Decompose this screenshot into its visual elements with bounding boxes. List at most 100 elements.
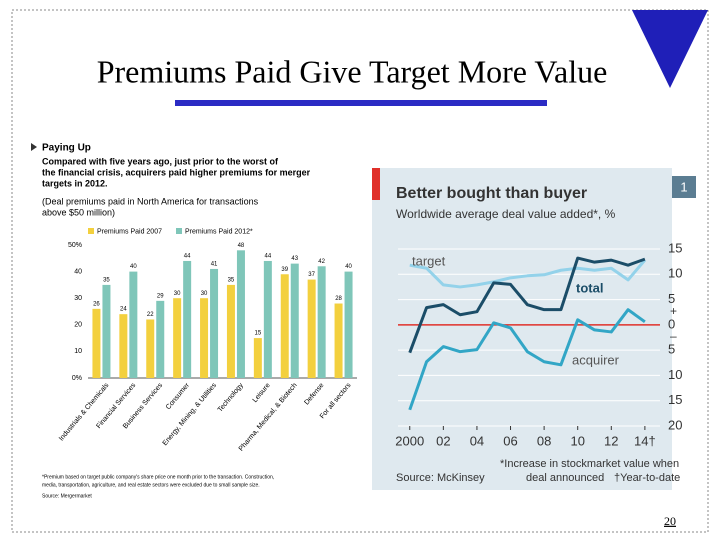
bar (102, 284, 111, 378)
bar (210, 268, 219, 378)
value-label: 15 (255, 331, 262, 337)
value-label: 42 (318, 259, 325, 265)
x-tick-label: Energy, Mining, & Utilities (162, 382, 219, 448)
page-number: 20 (664, 514, 676, 528)
bar (92, 308, 101, 378)
bar (226, 284, 235, 378)
bar (334, 303, 343, 378)
y-tick-label: 20 (668, 417, 682, 432)
series-label: target (412, 253, 446, 268)
line-series (409, 259, 647, 289)
x-tick-label: Technology (217, 382, 245, 414)
slide-border (11, 9, 709, 533)
bar (307, 279, 316, 378)
x-tick-label: 2000 (395, 433, 424, 448)
bar (156, 300, 165, 378)
chart-note: above $50 million) (42, 207, 115, 217)
footnote: †Year-to-date (614, 472, 680, 484)
chart-note: (Deal premiums paid in North America for… (42, 196, 259, 206)
value-label: 37 (308, 272, 315, 278)
y-tick-label: 30 (74, 295, 82, 302)
source: Source: McKinsey (396, 472, 485, 484)
y-tick-label: 40 (74, 268, 82, 275)
y-tick-label: 5 (668, 291, 675, 306)
chart-subtitle: targets in 2012. (42, 178, 108, 188)
y-tick-label: 15 (668, 240, 682, 255)
x-tick-label: 04 (470, 433, 484, 448)
value-label: 30 (201, 291, 208, 297)
y-tick-label: 10 (668, 266, 682, 281)
x-tick-label: Defense (303, 382, 325, 407)
value-label: 39 (281, 267, 288, 273)
y-tick-label: 0% (72, 375, 82, 382)
x-tick-label: 14† (634, 433, 656, 448)
y-tick-label: 10 (74, 348, 82, 355)
bar (280, 274, 289, 378)
line-series (408, 256, 646, 354)
value-label: 28 (335, 296, 342, 302)
value-label: 22 (147, 312, 154, 318)
x-tick-label: 12 (604, 433, 618, 448)
bar (344, 271, 353, 378)
y-tick-label: 15 (668, 392, 682, 407)
footnote: media, transportation, agriculture, and … (42, 482, 260, 488)
chart-subtitle: the financial crisis, acquirers paid hig… (42, 167, 311, 177)
slide-title: Premiums Paid Give Target More Value (97, 53, 608, 89)
bar (173, 298, 182, 378)
y-tick-label: 0 (668, 316, 675, 331)
value-label: 44 (265, 254, 272, 260)
bar (253, 338, 262, 378)
badge: 1 (680, 179, 687, 194)
footnote: deal announced (526, 472, 604, 484)
value-label: 35 (103, 277, 110, 283)
x-tick-label: 08 (537, 433, 551, 448)
bar (317, 266, 326, 378)
value-label: 29 (157, 293, 164, 299)
value-label: 40 (345, 264, 352, 270)
value-label: 24 (120, 307, 127, 313)
title-underline (175, 100, 547, 106)
chart-title: Paying Up (42, 143, 91, 154)
series-label: acquirer (572, 352, 620, 367)
value-label: 30 (174, 291, 181, 297)
bar (290, 263, 299, 378)
corner-triangle (632, 10, 708, 88)
x-tick-label: Consumer (165, 381, 192, 411)
legend-label: Premiums Paid 2007 (97, 228, 162, 235)
value-label: 35 (228, 277, 235, 283)
chart-title: Better bought than buyer (396, 185, 587, 202)
bar (263, 260, 272, 378)
x-tick-label: 10 (570, 433, 584, 448)
line-series (408, 308, 646, 411)
value-label: 48 (238, 243, 245, 249)
x-tick-label: Leisure (252, 382, 272, 404)
legend-swatch (176, 228, 182, 234)
sign-label: – (670, 329, 677, 343)
chart-subtitle: Worldwide average deal value added*, % (396, 207, 616, 221)
x-tick-label: Pharma, Medical, & Biotech (238, 382, 299, 453)
y-tick-label: 5 (668, 342, 675, 357)
value-label: 40 (130, 264, 137, 270)
value-label: 26 (93, 301, 100, 307)
value-label: 44 (184, 254, 191, 260)
source: Source: Mergermarket (42, 493, 92, 499)
chart-subtitle: Compared with five years ago, just prior… (42, 156, 279, 166)
value-label: 41 (211, 262, 218, 268)
value-label: 43 (291, 256, 298, 262)
y-tick-label: 20 (74, 322, 82, 329)
bar (236, 250, 245, 378)
title-arrow (31, 143, 37, 151)
badge-box (672, 176, 696, 198)
x-tick-label: Industrials & Chemicals (58, 382, 111, 443)
legend-swatch (88, 228, 94, 234)
chart2-flag (372, 168, 380, 200)
chart2-background (372, 168, 672, 490)
bar (119, 314, 128, 378)
sign-label: + (670, 304, 677, 318)
y-tick-label: 10 (668, 367, 682, 382)
x-tick-label: 02 (436, 433, 450, 448)
footnote: *Increase in stockmarket value when (500, 458, 679, 470)
footnote: *Premium based on target public company'… (42, 474, 274, 480)
series-label: total (576, 280, 603, 295)
